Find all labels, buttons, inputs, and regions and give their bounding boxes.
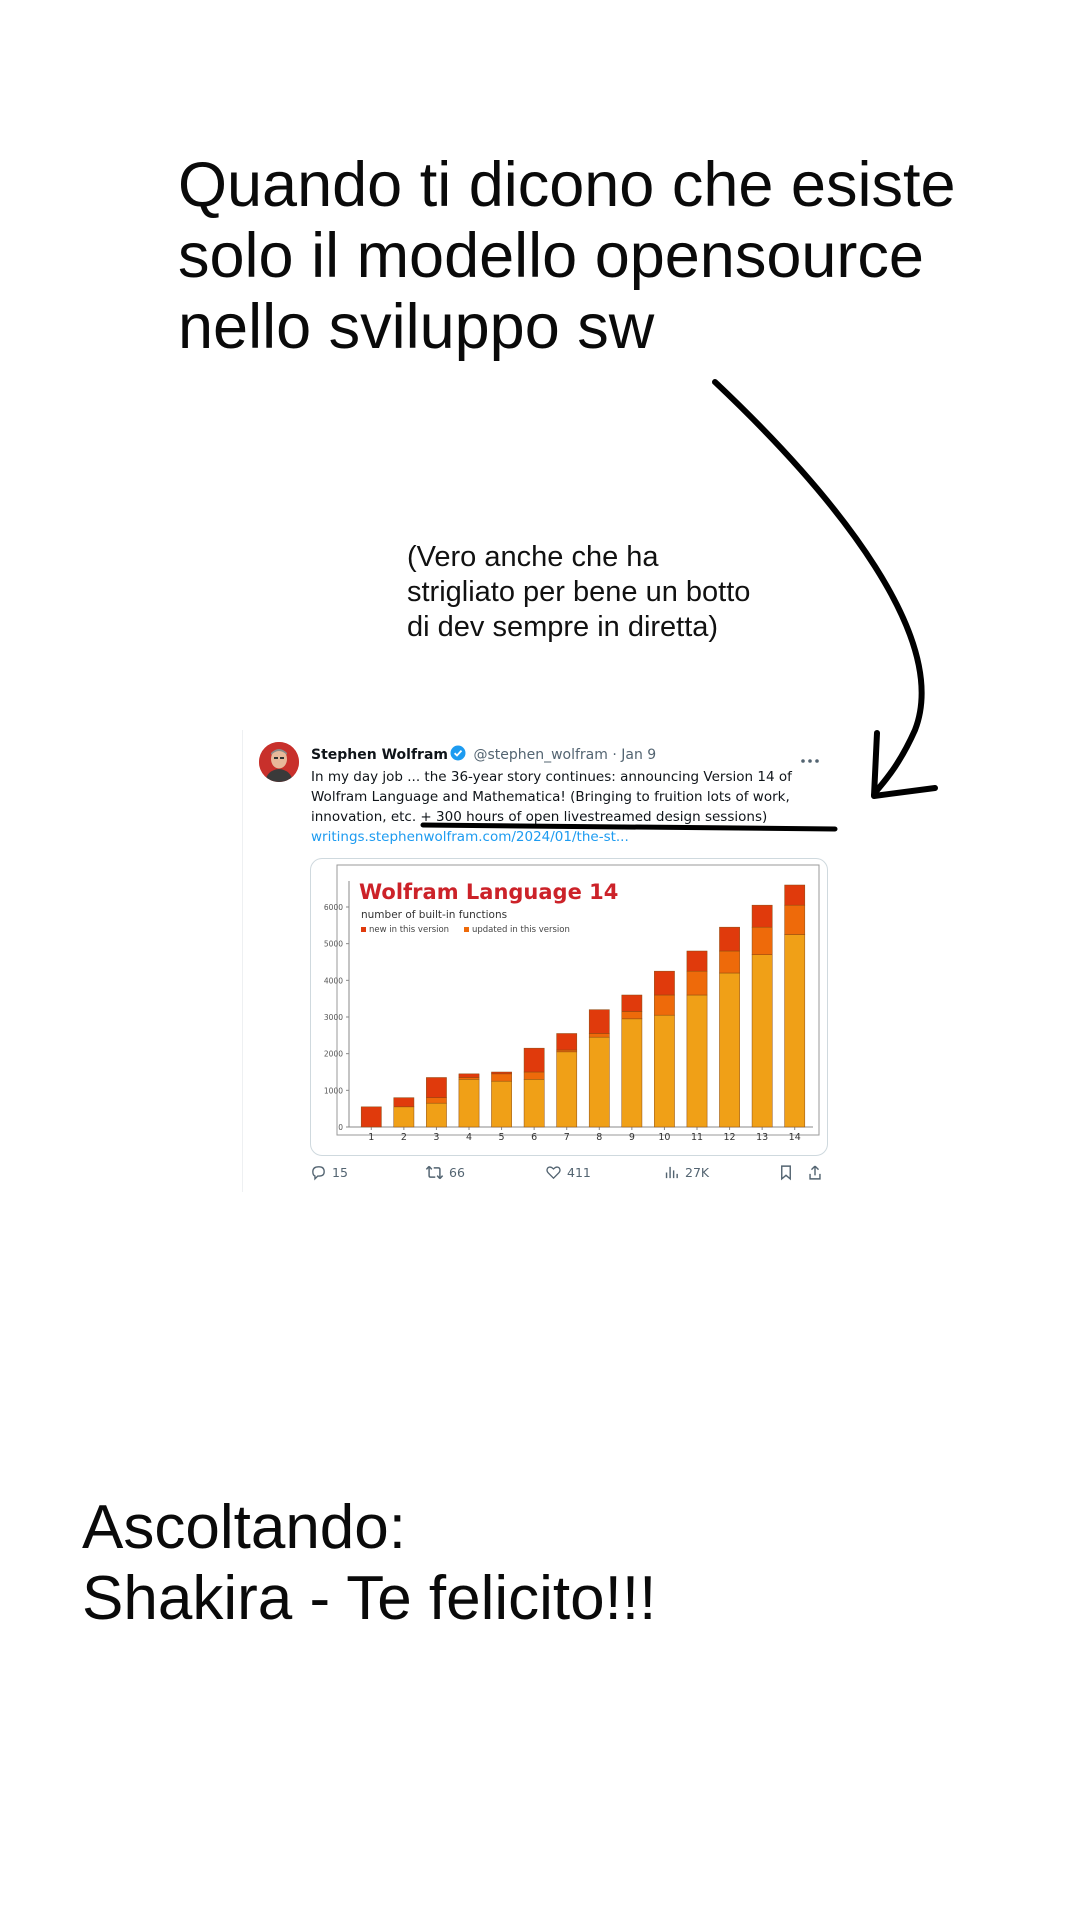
listening-song: Shakira - Te felicito!!! bbox=[82, 1563, 982, 1634]
underline-stroke bbox=[423, 825, 835, 829]
now-listening: Ascoltando: Shakira - Te felicito!!! bbox=[82, 1492, 982, 1634]
arrow-stroke bbox=[715, 382, 922, 795]
listening-label: Ascoltando: bbox=[82, 1492, 982, 1563]
